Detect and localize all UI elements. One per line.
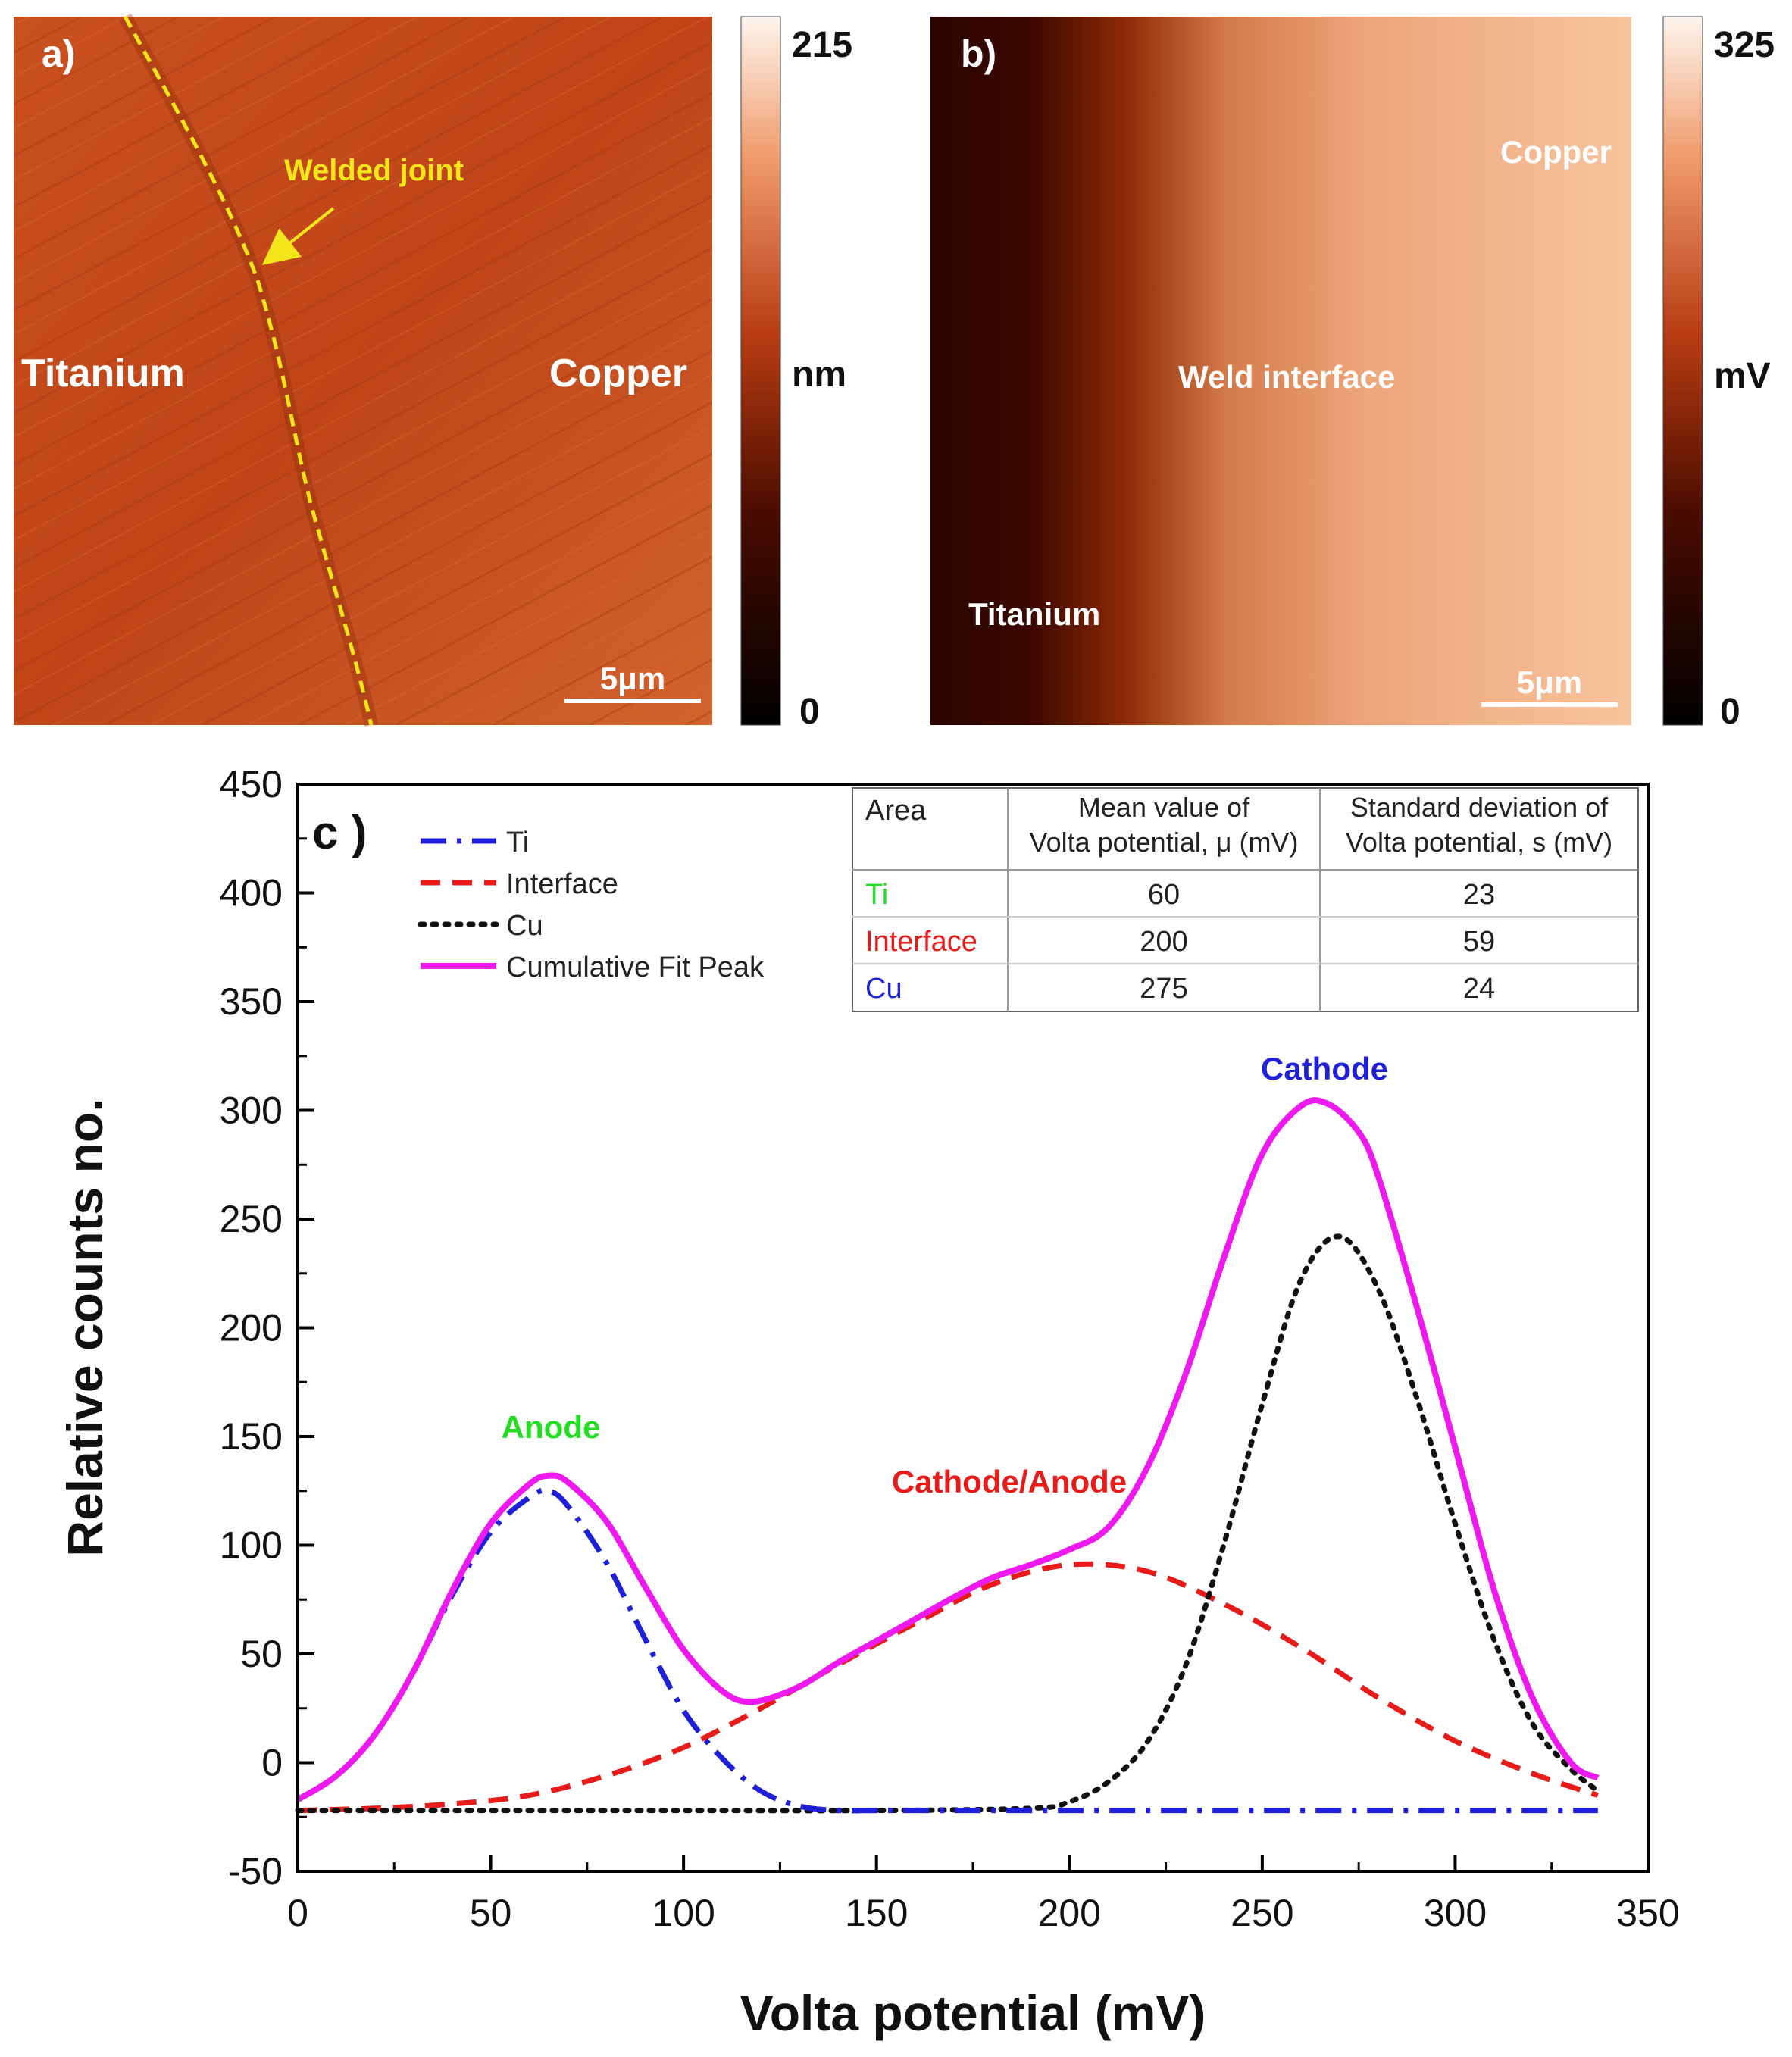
colorbar-a-unit: nm — [792, 355, 846, 395]
y-tick-label: 0 — [261, 1742, 283, 1784]
colorbar-b-unit: mV — [1714, 356, 1771, 396]
x-axis-title: Volta potential (mV) — [740, 1985, 1206, 2041]
y-axis-title: Relative counts no. — [57, 1098, 113, 1556]
kpfm-potential-map — [930, 17, 1631, 725]
y-tick-label: 400 — [220, 872, 283, 914]
table-row-ti-mean: 60 — [1148, 879, 1180, 911]
welded-joint-arrow — [261, 207, 335, 265]
series-cu-line — [295, 1233, 1601, 1814]
panel-a-label: a) — [42, 33, 75, 75]
legend-cumulative-label: Cumulative Fit Peak — [506, 952, 765, 983]
table-header-sd-2: Volta potential, s (mV) — [1346, 827, 1612, 858]
x-tick-label: 100 — [652, 1892, 715, 1934]
y-tick-label: 200 — [220, 1307, 283, 1349]
scalebar-a-label: 5μm — [600, 661, 665, 696]
panel-a: Welded joint a) Titanium Copper 5μm 215 … — [14, 13, 852, 732]
scalebar-b-label: 5μm — [1517, 664, 1582, 700]
anode-annotation: Anode — [502, 1409, 601, 1445]
copper-label-b: Copper — [1500, 134, 1612, 170]
y-tick-label: -50 — [228, 1850, 283, 1893]
series-ti-line — [296, 1487, 1598, 1814]
colorbar-b-max: 325 — [1714, 25, 1775, 65]
welded-joint-line — [123, 15, 374, 726]
series-layer — [295, 1097, 1601, 1814]
titanium-label: Titanium — [21, 352, 185, 395]
y-tick-label: 350 — [220, 980, 283, 1023]
cathode-annotation: Cathode — [1261, 1051, 1388, 1086]
legend-ti-label: Ti — [506, 827, 529, 858]
colorbar-b-min: 0 — [1720, 692, 1740, 732]
table-row-interface-mean: 200 — [1140, 926, 1187, 958]
x-tick-label: 200 — [1038, 1892, 1101, 1934]
y-tick-label: 450 — [220, 763, 283, 805]
titanium-label-b: Titanium — [968, 596, 1100, 632]
y-tick-label: 300 — [220, 1089, 283, 1132]
table-header-mean-1: Mean value of — [1078, 792, 1250, 823]
table-row-cu-area: Cu — [865, 973, 902, 1005]
panel-c-label: c ) — [312, 807, 367, 859]
panel-b-label: b) — [961, 33, 996, 75]
series-interface-line — [297, 1561, 1599, 1814]
table-row-ti-sd: 23 — [1463, 879, 1495, 911]
colorbar-b — [1662, 16, 1703, 726]
weld-interface-label: Weld interface — [1178, 359, 1395, 395]
afm-scratch-texture — [14, 17, 712, 725]
welded-joint-label: Welded joint — [284, 154, 464, 187]
stats-table: Area Mean value of Volta potential, μ (m… — [852, 787, 1639, 1012]
x-tick-label: 0 — [287, 1892, 308, 1934]
table-row-cu-sd: 24 — [1463, 973, 1495, 1005]
series-cumulative-fit-peak-line — [296, 1097, 1600, 1802]
legend-interface-label: Interface — [506, 868, 618, 900]
table-row-cu-mean: 275 — [1140, 973, 1187, 1005]
table-header-area: Area — [865, 795, 927, 827]
panel-b: b) Copper Weld interface Titanium 5μm 32… — [930, 16, 1775, 732]
y-tick-label: 150 — [220, 1415, 283, 1458]
copper-label: Copper — [549, 352, 687, 395]
table-header-mean-2: Volta potential, μ (mV) — [1030, 827, 1299, 858]
volta-potential-chart: 0 50 100 150 200 250 300 350-500501001502002503… — [57, 763, 1680, 2041]
legend-cu-label: Cu — [506, 910, 543, 942]
table-row-interface-sd: 59 — [1463, 926, 1495, 958]
y-tick-label: 100 — [220, 1524, 283, 1567]
colorbar-a-min: 0 — [799, 692, 820, 732]
legend: Ti Interface Cu Cumulative Fit Peak — [418, 827, 765, 983]
stats-table-frame — [852, 787, 1639, 1012]
x-tick-label: 350 — [1616, 1892, 1679, 1934]
table-row-interface-area: Interface — [865, 926, 977, 958]
cathode-anode-annotation: Cathode/Anode — [892, 1464, 1127, 1499]
table-header-sd-1: Standard deviation of — [1350, 792, 1609, 823]
y-tick-label: 250 — [220, 1198, 283, 1240]
table-row-ti-area: Ti — [865, 879, 888, 911]
x-tick-label: 50 — [470, 1892, 512, 1934]
ticks-layer: 0 50 100 150 200 250 300 350-500501001502002503… — [220, 763, 1680, 1934]
colorbar-a-max: 215 — [792, 25, 852, 65]
x-tick-label: 300 — [1424, 1892, 1487, 1934]
y-tick-label: 50 — [240, 1633, 283, 1675]
colorbar-a — [740, 16, 781, 726]
x-tick-label: 250 — [1231, 1892, 1293, 1934]
x-tick-label: 150 — [845, 1892, 908, 1934]
